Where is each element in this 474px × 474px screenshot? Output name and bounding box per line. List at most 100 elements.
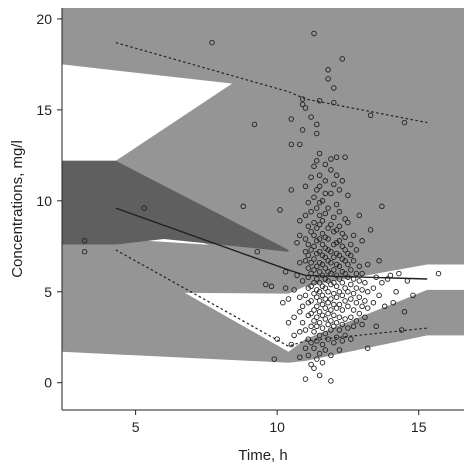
data-point	[359, 321, 365, 328]
data-point	[316, 248, 323, 255]
data-point	[339, 56, 346, 62]
data-point	[308, 361, 314, 368]
data-point	[359, 238, 365, 244]
data-point	[277, 207, 283, 213]
data-point	[342, 285, 348, 291]
data-point	[322, 254, 329, 260]
data-point	[305, 199, 312, 206]
data-point	[328, 327, 334, 333]
data-point	[356, 212, 363, 219]
data-point	[311, 256, 317, 262]
data-point	[362, 298, 368, 304]
data-point	[353, 247, 360, 253]
data-point	[322, 296, 329, 302]
data-point	[254, 248, 261, 255]
data-point	[342, 247, 348, 253]
x-tick-label: 15	[411, 419, 427, 435]
data-point	[396, 270, 402, 277]
data-point	[81, 238, 88, 244]
data-point	[336, 347, 343, 353]
data-point	[339, 279, 346, 286]
data-point	[302, 248, 309, 255]
data-point	[319, 230, 326, 237]
data-point	[339, 307, 346, 313]
data-point	[435, 270, 442, 277]
data-point	[325, 299, 331, 306]
data-point	[342, 216, 348, 222]
data-point	[364, 305, 371, 311]
data-point	[379, 203, 385, 210]
data-point	[333, 172, 340, 179]
data-point	[314, 263, 320, 270]
data-point	[316, 221, 323, 228]
data-point	[350, 290, 357, 297]
data-point	[350, 307, 357, 313]
data-point	[348, 241, 354, 248]
data-point	[308, 323, 314, 330]
data-point	[302, 327, 309, 333]
data-point	[348, 281, 354, 288]
data-point	[342, 332, 348, 339]
data-point	[311, 243, 317, 250]
data-point	[297, 259, 303, 266]
data-point	[359, 303, 365, 310]
data-point	[314, 303, 320, 310]
data-point	[331, 85, 337, 91]
data-point	[316, 183, 323, 190]
data-point	[322, 305, 329, 311]
data-point	[364, 289, 371, 295]
median-line-2	[115, 207, 428, 280]
data-point	[314, 294, 320, 300]
data-point	[316, 212, 323, 219]
prediction-band-6	[62, 235, 116, 245]
data-point	[305, 252, 312, 259]
data-point	[285, 296, 292, 302]
data-point	[305, 241, 312, 248]
prediction-band-4	[62, 253, 464, 363]
data-point	[268, 283, 275, 290]
data-point	[294, 272, 300, 279]
data-point	[299, 319, 306, 326]
data-point	[336, 327, 343, 333]
data-point	[271, 356, 278, 362]
data-point	[297, 232, 303, 239]
data-point	[339, 292, 346, 299]
data-point	[339, 269, 346, 275]
data-point	[333, 250, 340, 257]
data-point	[305, 299, 312, 306]
data-point	[308, 339, 314, 346]
data-point	[308, 259, 314, 266]
data-point	[302, 258, 309, 264]
data-point	[336, 223, 343, 230]
data-point	[348, 252, 354, 259]
data-point	[348, 296, 354, 302]
data-point	[322, 234, 329, 240]
data-point	[331, 312, 337, 319]
data-point	[316, 372, 323, 379]
data-point	[381, 303, 388, 310]
data-point	[322, 245, 329, 251]
data-point	[297, 141, 303, 148]
data-point	[288, 116, 295, 122]
data-point	[314, 238, 320, 244]
data-point	[348, 314, 354, 320]
data-point	[362, 279, 368, 286]
x-axis-ticks: 5 10 15	[132, 410, 427, 435]
y-tick-label: 20	[36, 11, 52, 27]
data-point	[322, 265, 329, 271]
data-point	[311, 318, 317, 324]
data-point	[319, 272, 326, 279]
data-point	[333, 334, 340, 340]
data-point	[328, 190, 334, 197]
x-tick-label: 5	[132, 419, 140, 435]
data-point	[325, 310, 331, 317]
data-point	[342, 316, 348, 322]
data-point	[353, 270, 360, 277]
x-axis-title: Time, h	[238, 447, 287, 464]
data-point	[328, 167, 334, 173]
y-tick-label: 5	[44, 284, 52, 300]
data-point	[325, 269, 331, 275]
data-point	[367, 227, 374, 233]
data-point	[331, 301, 337, 308]
data-point	[305, 285, 312, 291]
